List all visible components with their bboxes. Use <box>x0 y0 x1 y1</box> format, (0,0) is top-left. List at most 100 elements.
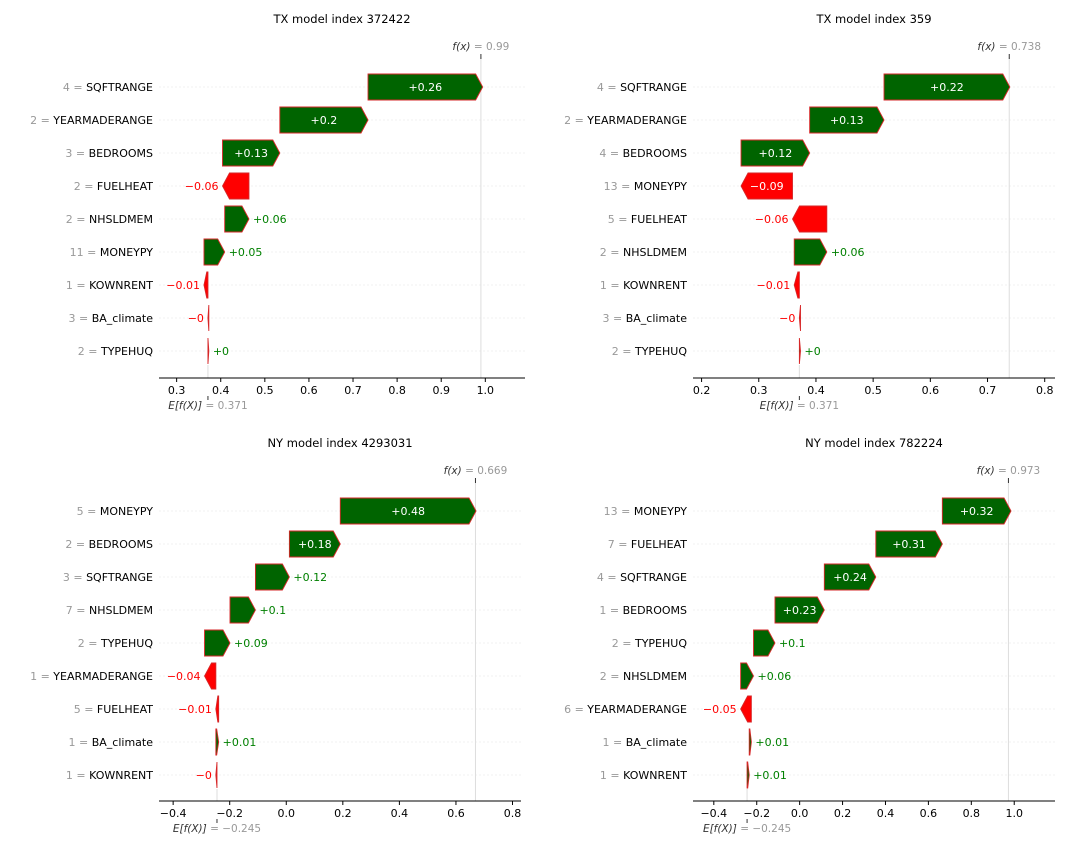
bar-value-label: +0.12 <box>758 147 792 160</box>
feature-label: 4 = BEDROOMS <box>599 147 687 160</box>
bar-value-label: −0 <box>196 769 212 782</box>
x-tick-label: −0.2 <box>216 807 243 820</box>
efx-label: E[f(X)] = 0.371 <box>760 400 839 412</box>
bar-value-label: −0 <box>188 312 204 325</box>
positive-contribution-bar <box>203 238 226 266</box>
fx-label: f(x) = 0.669 <box>444 465 508 477</box>
x-tick-label: 0.5 <box>864 384 882 397</box>
feature-label: 1 = KOWNRENT <box>600 279 687 292</box>
chart-title: NY model index 782224 <box>805 436 943 450</box>
positive-contribution-bar <box>279 106 369 134</box>
bar-value-label: +0.24 <box>833 571 867 584</box>
positive-contribution-bar <box>793 238 828 266</box>
x-tick-label: 0.4 <box>212 384 230 397</box>
chart-title: TX model index 372422 <box>272 12 410 26</box>
x-tick-label: 0.4 <box>807 384 825 397</box>
fx-label: f(x) = 0.738 <box>977 41 1041 53</box>
feature-label: 1 = KOWNRENT <box>66 769 153 782</box>
x-tick-label: 0.6 <box>300 384 318 397</box>
negative-contribution-bar <box>740 695 752 723</box>
feature-label: 1 = KOWNRENT <box>66 279 153 292</box>
negative-contribution-bar <box>221 172 250 200</box>
feature-label: 1 = BEDROOMS <box>599 604 687 617</box>
positive-contribution-bar <box>254 563 290 591</box>
x-tick-label: 0.8 <box>504 807 522 820</box>
positive-contribution-bar <box>222 139 281 167</box>
feature-label: 6 = YEARMADERANGE <box>564 703 687 716</box>
feature-label: 2 = NHSLDMEM <box>600 670 687 683</box>
bar-value-label: +0 <box>805 345 821 358</box>
bar-value-label: +0.01 <box>223 736 257 749</box>
bar-value-label: +0.32 <box>960 505 994 518</box>
bar-value-label: +0.09 <box>234 637 268 650</box>
positive-contribution-bar <box>339 497 477 525</box>
negative-contribution-bar <box>215 761 218 789</box>
x-tick-label: 0.5 <box>256 384 274 397</box>
bar-value-label: +0.26 <box>408 81 442 94</box>
positive-contribution-bar <box>207 337 210 365</box>
bar-value-label: −0 <box>779 312 795 325</box>
bar-value-label: +0.06 <box>831 246 865 259</box>
bar-value-label: −0.04 <box>167 670 201 683</box>
positive-contribution-bar <box>740 662 755 690</box>
feature-label: 5 = MONEYPY <box>77 505 154 518</box>
bar-value-label: +0.06 <box>758 670 792 683</box>
bar-value-label: +0.31 <box>892 538 926 551</box>
bar-value-label: −0.01 <box>757 279 791 292</box>
bar-value-label: +0.06 <box>253 213 287 226</box>
bar-value-label: +0.48 <box>391 505 425 518</box>
feature-label: 7 = NHSLDMEM <box>66 604 153 617</box>
positive-contribution-bar <box>204 629 231 657</box>
feature-label: 2 = TYPEHUQ <box>612 345 688 358</box>
bar-value-label: −0.01 <box>166 279 200 292</box>
feature-label: 2 = TYPEHUQ <box>612 637 688 650</box>
x-tick-label: 0.9 <box>432 384 450 397</box>
feature-label: 5 = FUELHEAT <box>608 213 688 226</box>
efx-label: E[f(X)] = 0.371 <box>168 400 247 412</box>
bar-value-label: +0.1 <box>259 604 286 617</box>
feature-label: 4 = SQFTRANGE <box>597 571 687 584</box>
feature-label: 13 = MONEYPY <box>604 505 688 518</box>
feature-label: 2 = FUELHEAT <box>74 180 154 193</box>
negative-contribution-bar <box>793 271 800 299</box>
x-tick-label: 0.8 <box>963 807 981 820</box>
positive-contribution-bar <box>288 530 341 558</box>
chart-panel-2: TX model index 359 f(x) = 0.738 +0.22 4 = S… <box>564 12 1055 412</box>
bar-value-label: +0.13 <box>234 147 268 160</box>
x-tick-label: 0.6 <box>922 384 940 397</box>
x-tick-label: 0.0 <box>278 807 296 820</box>
positive-contribution-bar <box>224 205 250 233</box>
feature-label: 2 = BEDROOMS <box>65 538 153 551</box>
feature-label: 2 = NHSLDMEM <box>66 213 153 226</box>
x-tick-label: 0.6 <box>447 807 465 820</box>
feature-label: 3 = BA_climate <box>69 312 154 325</box>
feature-label: 2 = NHSLDMEM <box>600 246 687 259</box>
chart-title: TX model index 359 <box>815 12 931 26</box>
feature-label: 1 = BA_climate <box>69 736 154 749</box>
fx-label: f(x) = 0.99 <box>452 41 509 53</box>
chart-panel-3: NY model index 4293031 f(x) = 0.669 +0.48 5… <box>30 436 521 835</box>
feature-label: 2 = YEARMADERANGE <box>564 114 687 127</box>
x-tick-label: 0.2 <box>834 807 852 820</box>
negative-contribution-bar <box>203 271 209 299</box>
feature-label: 2 = TYPEHUQ <box>78 637 154 650</box>
negative-contribution-bar <box>791 205 828 233</box>
positive-contribution-bar <box>229 596 256 624</box>
negative-contribution-bar <box>204 662 217 690</box>
feature-label: 2 = TYPEHUQ <box>78 345 154 358</box>
bar-value-label: +0.01 <box>753 769 787 782</box>
bar-value-label: −0.01 <box>178 703 212 716</box>
x-tick-label: 0.7 <box>344 384 362 397</box>
bar-value-label: −0.09 <box>750 180 784 193</box>
x-tick-label: −0.2 <box>743 807 770 820</box>
positive-contribution-bar <box>753 629 776 657</box>
feature-label: 5 = FUELHEAT <box>74 703 154 716</box>
bar-value-label: +0.12 <box>293 571 327 584</box>
chart-panel-1: TX model index 372422 f(x) = 0.99 +0.26 4 =… <box>30 12 525 412</box>
x-tick-label: 0.3 <box>168 384 186 397</box>
feature-label: 3 = BA_climate <box>603 312 688 325</box>
x-tick-label: 0.2 <box>334 807 352 820</box>
x-tick-label: 0.2 <box>693 384 711 397</box>
chart-panel-4: NY model index 782224 f(x) = 0.973 +0.32 13… <box>564 436 1055 835</box>
